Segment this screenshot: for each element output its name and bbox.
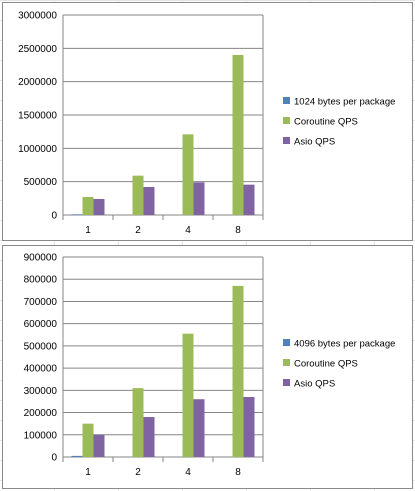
y-tick-label: 300000 [24,386,58,397]
y-tick-label: 2000000 [18,77,57,88]
bar-coroutine-qps-8 [232,55,244,215]
bar-asio-qps-1 [93,199,105,215]
chart-1024-bytes[interactable]: 0 500000 1000000 1500000 2000000 2500000 30000… [2,2,413,241]
x-tick-label: 8 [235,225,241,236]
chart-1024-bytes-plot: 0 500000 1000000 1500000 2000000 2500000 30000… [18,11,395,237]
y-tick-label: 900000 [24,253,58,264]
bar-coroutine-qps-1 [82,197,94,215]
bar-1024-bytes-per-package-1 [71,214,83,215]
bar-asio-qps-4 [193,399,205,457]
y-tick-label: 0 [51,453,57,464]
legend-label: 4096 bytes per package [294,339,395,350]
y-tick-label: 500000 [24,177,58,188]
legend-label: Asio QPS [294,379,335,390]
y-tick-label: 0 [51,211,57,222]
bar-coroutine-qps-2 [132,175,144,215]
y-tick-label: 400000 [24,364,58,375]
chart-4096-bytes-plot: 0 100000 200000 300000 400000 500000 600000 700… [24,253,396,479]
bar-asio-qps-2 [143,417,155,457]
legend-swatch [283,339,290,346]
x-tick-label: 1 [85,225,91,236]
bar-coroutine-qps-2 [132,388,144,457]
bar-coroutine-qps-1 [82,423,94,457]
legend-swatch [283,379,290,386]
x-tick-label: 1 [85,467,91,478]
y-tick-label: 1000000 [18,144,57,155]
bar-coroutine-qps-4 [182,134,194,215]
x-tick-label: 8 [235,467,241,478]
x-tick-label: 2 [135,467,141,478]
bar-coroutine-qps-4 [182,333,194,457]
y-tick-label: 600000 [24,319,58,330]
y-tick-label: 800000 [24,275,58,286]
x-tick-label: 2 [135,225,141,236]
y-tick-label: 3000000 [18,11,57,22]
y-tick-label: 700000 [24,297,58,308]
legend-swatch [283,117,290,124]
y-tick-label: 100000 [24,430,58,441]
legend-label: Coroutine QPS [294,117,358,128]
x-tick-label: 4 [185,225,191,236]
legend-swatch [283,359,290,366]
bar-asio-qps-4 [193,182,205,215]
legend-label: 1024 bytes per package [294,97,395,108]
bar-asio-qps-2 [143,187,155,215]
legend-label: Coroutine QPS [294,359,358,370]
x-tick-label: 4 [185,467,191,478]
legend-label: Asio QPS [294,137,335,148]
bar-4096-bytes-per-package-1 [71,455,83,457]
chart-4096-bytes[interactable]: 0 100000 200000 300000 400000 500000 600000 700… [2,245,413,489]
y-tick-label: 1500000 [18,111,57,122]
legend-swatch [283,97,290,104]
bar-asio-qps-8 [243,184,255,215]
legend-swatch [283,137,290,144]
bar-asio-qps-8 [243,397,255,457]
bar-asio-qps-1 [93,434,105,457]
y-tick-label: 500000 [24,341,58,352]
y-tick-label: 2500000 [18,44,57,55]
bar-coroutine-qps-8 [232,285,244,457]
y-tick-label: 200000 [24,408,58,419]
